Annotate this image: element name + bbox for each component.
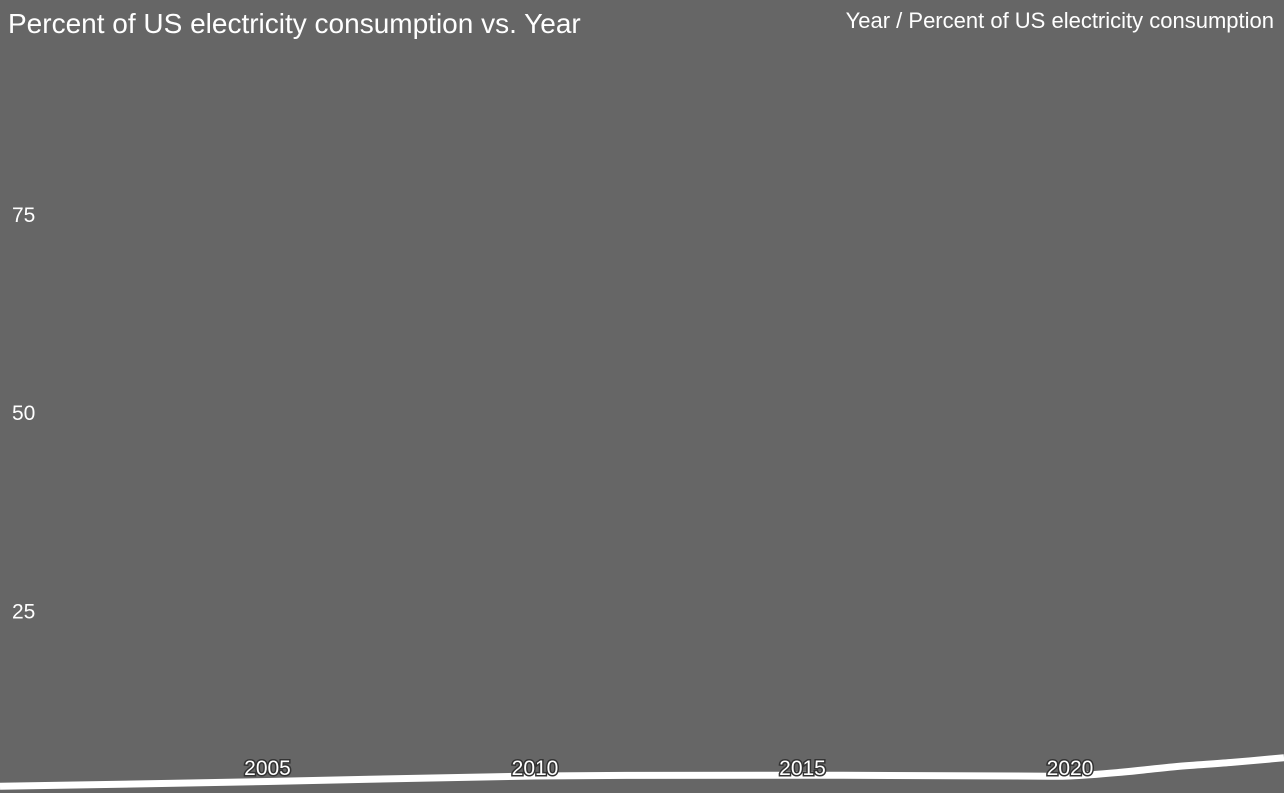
chart-title: Percent of US electricity consumption vs… — [8, 8, 581, 39]
y-tick-label: 50 — [12, 402, 35, 425]
y-tick-label: 75 — [12, 204, 35, 227]
chart-subtitle: Year / Percent of US electricity consump… — [845, 8, 1274, 33]
series-line — [0, 754, 1284, 790]
x-tick-label: 2010 — [512, 757, 559, 780]
y-tick-label: 25 — [12, 600, 35, 623]
x-tick-label: 2015 — [779, 757, 826, 780]
x-tick-label: 2005 — [244, 757, 291, 780]
x-tick-label: 2020 — [1047, 757, 1094, 780]
